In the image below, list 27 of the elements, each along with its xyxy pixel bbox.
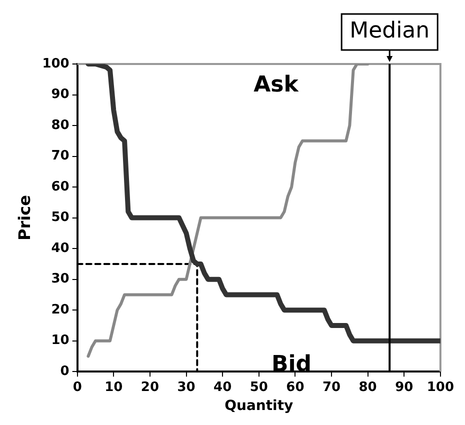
y-tick-label: 20 (51, 302, 70, 318)
y-tick-label: 40 (51, 240, 70, 256)
x-tick-label: 100 (426, 380, 454, 395)
x-tick-label: 70 (322, 380, 341, 395)
y-tick-label: 50 (51, 210, 70, 226)
y-tick-label: 10 (51, 333, 70, 348)
y-tick-label: 100 (42, 56, 70, 72)
y-tick-label: 70 (51, 148, 70, 164)
series-label: Ask (254, 72, 300, 98)
x-tick-label: 80 (358, 380, 377, 395)
y-tick-label: 60 (51, 179, 70, 194)
y-tick-label: 30 (51, 272, 70, 287)
y-tick-label: 90 (51, 87, 70, 102)
x-tick-label: 20 (140, 380, 159, 395)
y-tick-label: 0 (60, 364, 70, 379)
x-tick-label: 30 (177, 380, 196, 395)
x-tick-label: 0 (72, 380, 82, 395)
x-tick-label: 40 (214, 380, 232, 395)
x-tick-label: 10 (104, 380, 123, 395)
x-axis-title: Quantity (224, 398, 294, 414)
series-label: Bid (271, 352, 312, 378)
y-axis-title: Price (14, 194, 34, 241)
x-tick-label: 50 (250, 380, 268, 395)
y-tick-label: 80 (51, 118, 70, 133)
x-tick-label: 60 (286, 380, 304, 395)
ref-line-label: Median (350, 18, 430, 44)
x-tick-label: 90 (395, 380, 414, 395)
